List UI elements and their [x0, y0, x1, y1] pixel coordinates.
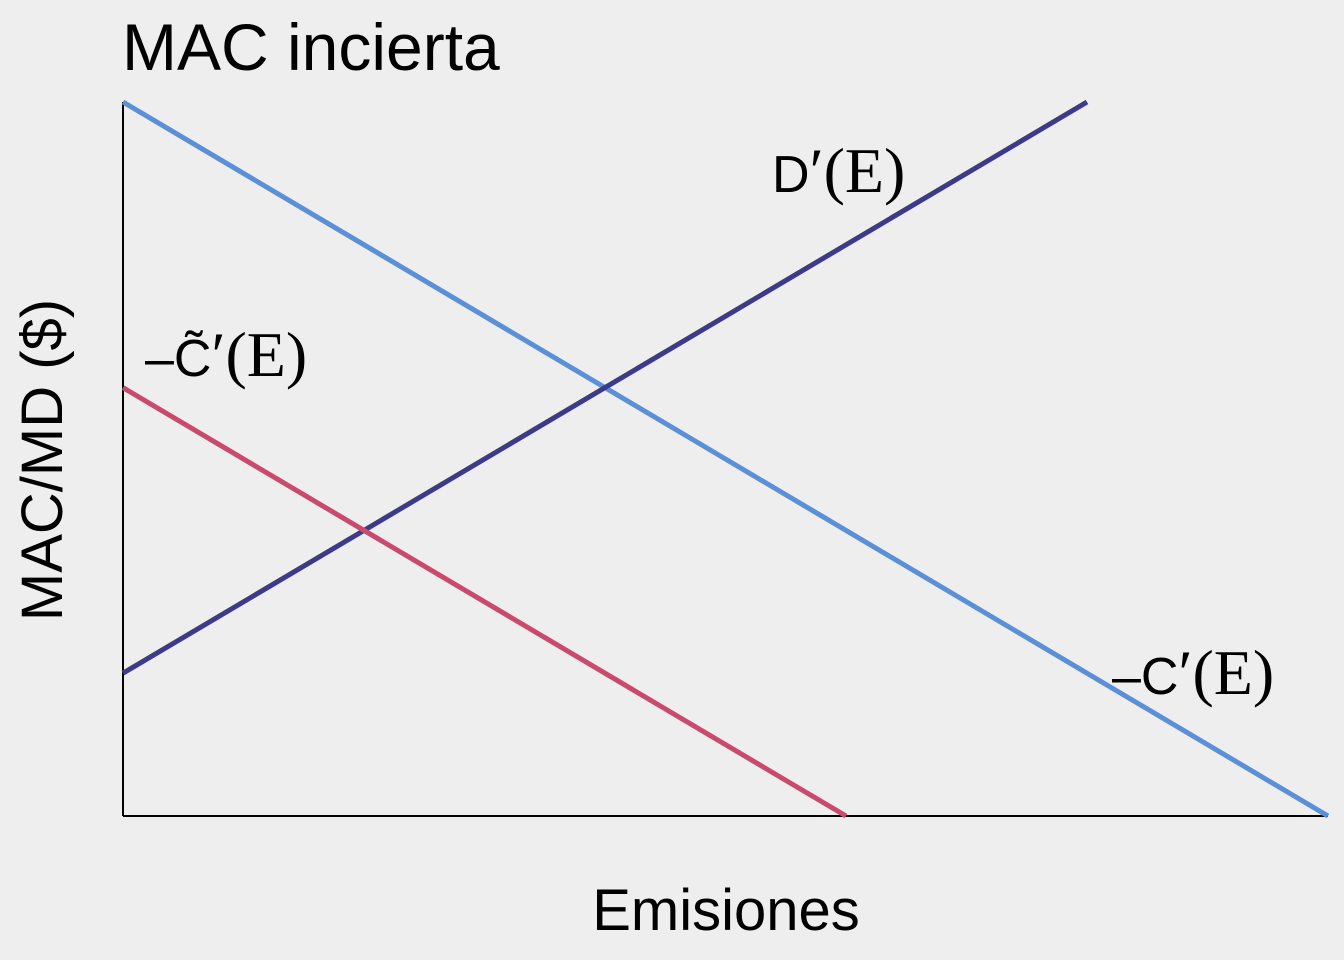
chart-title: MAC incierta — [122, 10, 500, 84]
series-line-d-prime — [121, 99, 1089, 676]
curve-labels: D′(E) –C̃′(E) –C′(E) — [145, 135, 1274, 708]
label-neg-c-prime: –C′(E) — [1112, 637, 1274, 708]
label-d-prime: D′(E) — [772, 135, 905, 206]
plot-area — [121, 99, 1330, 819]
series-line-neg-c-tilde-prime — [121, 385, 848, 819]
series-line-neg-c-prime — [121, 99, 1330, 819]
y-axis-label: MAC/MD ($) — [10, 299, 75, 621]
x-axis-label: Emisiones — [592, 878, 860, 943]
label-neg-c-tilde-prime: –C̃′(E) — [145, 319, 307, 390]
